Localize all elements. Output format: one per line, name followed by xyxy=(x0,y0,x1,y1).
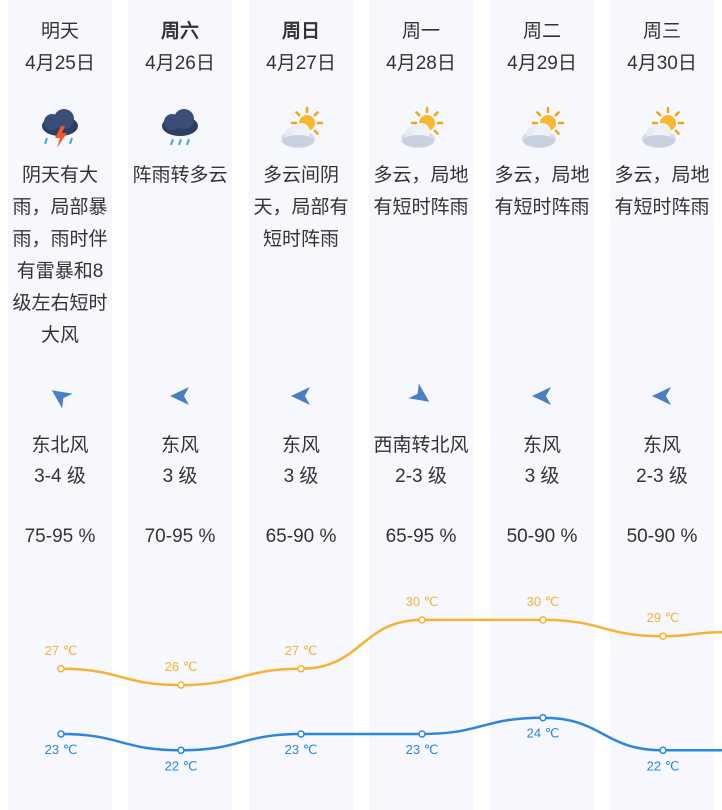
east-wind-arrow-icon xyxy=(287,382,315,410)
day-column: 周二 4月29日多云，局地有短时阵雨东风 3 级 50-90 % xyxy=(490,0,594,810)
east-wind-arrow-icon xyxy=(528,382,556,410)
day-column: 周六 4月26日阵雨转多云东风 3 级 70-95 % xyxy=(128,0,232,810)
east-wind-arrow-icon xyxy=(648,382,676,410)
weather-description: 多云，局地有短时阵雨 xyxy=(373,165,469,218)
humidity-range: 50-90 % xyxy=(626,526,698,547)
date-label: 4月28日 xyxy=(386,53,456,74)
east-wind-arrow-icon xyxy=(166,382,194,410)
humidity-range: 65-95 % xyxy=(385,526,457,547)
wind-direction: 东风 xyxy=(522,435,561,456)
humidity-range: 75-95 % xyxy=(24,526,96,547)
weekday-label: 周日 xyxy=(281,21,320,42)
wind-direction: 东风 xyxy=(281,435,320,456)
weather-description: 多云，局地有短时阵雨 xyxy=(494,165,590,218)
wind-level: 3-4 级 xyxy=(34,466,86,487)
day-column: 明天 4月25日阴天有大雨，局部暴雨，雨时伴有雷暴和8级左右短时大风东北风 3-4 … xyxy=(8,0,112,810)
partly-cloudy-icon xyxy=(518,106,566,154)
wind-direction: 西南转北风 xyxy=(373,435,469,456)
weather-description: 阵雨转多云 xyxy=(132,165,228,186)
date-label: 4月25日 xyxy=(25,53,95,74)
wind-level: 3 级 xyxy=(283,466,319,487)
day-column: 周三 4月30日多云，局地有短时阵雨东风 2-3 级 50-90 % xyxy=(610,0,714,810)
shower-cloud-icon xyxy=(156,106,204,154)
partly-cloudy-icon xyxy=(397,106,445,154)
weather-description: 多云间阴天，局部有短时阵雨 xyxy=(253,165,349,250)
wind-direction: 东北风 xyxy=(31,435,89,456)
partly-cloudy-icon xyxy=(638,106,686,154)
day-column: 周一 4月28日多云，局地有短时阵雨西南转北风 2-3 级 65-95 % xyxy=(369,0,473,810)
thunderstorm-icon xyxy=(36,106,84,154)
date-label: 4月27日 xyxy=(266,53,336,74)
northeast-wind-arrow-icon xyxy=(46,382,74,410)
southwest-wind-arrow-icon xyxy=(407,382,435,410)
humidity-range: 70-95 % xyxy=(144,526,216,547)
wind-level: 3 级 xyxy=(524,466,560,487)
humidity-range: 50-90 % xyxy=(506,526,578,547)
partly-cloudy-icon xyxy=(277,106,325,154)
weekday-label: 周六 xyxy=(160,21,199,42)
wind-level: 3 级 xyxy=(162,466,198,487)
wind-level: 2-3 级 xyxy=(636,466,688,487)
date-label: 4月26日 xyxy=(145,53,215,74)
humidity-range: 65-90 % xyxy=(265,526,337,547)
weekday-label: 周二 xyxy=(522,21,561,42)
weekday-label: 明天 xyxy=(40,21,79,42)
wind-direction: 东风 xyxy=(160,435,199,456)
date-label: 4月30日 xyxy=(627,53,697,74)
wind-level: 2-3 级 xyxy=(395,466,447,487)
date-label: 4月29日 xyxy=(507,53,577,74)
wind-direction: 东风 xyxy=(642,435,681,456)
weekday-label: 周一 xyxy=(401,21,440,42)
weekday-label: 周三 xyxy=(642,21,681,42)
weather-description: 多云，局地有短时阵雨 xyxy=(614,165,710,218)
day-column: 周日 4月27日多云间阴天，局部有短时阵雨东风 3 级 65-90 % xyxy=(249,0,353,810)
weather-description: 阴天有大雨，局部暴雨，雨时伴有雷暴和8级左右短时大风 xyxy=(12,165,108,346)
